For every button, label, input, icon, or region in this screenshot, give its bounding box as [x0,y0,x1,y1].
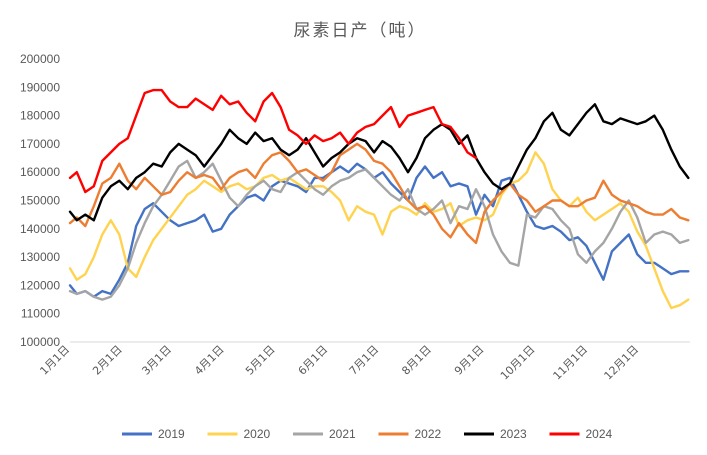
x-tick-label: 7月1日 [347,343,382,378]
series-line-2020 [68,151,690,310]
legend-item-2022: 2022 [378,427,442,441]
legend-label: 2019 [158,427,185,441]
series-line-2023 [68,103,690,222]
legend-label: 2022 [415,427,442,441]
x-tick-label: 6月1日 [296,343,331,378]
series-line-2021 [68,159,690,301]
legend-label: 2021 [329,427,356,441]
legend: 2019 2020 2021 2022 2023 2024 [122,427,613,441]
series-line-2019 [68,162,690,298]
x-tick-label: 10月1日 [498,343,538,383]
legend-label: 2023 [500,427,527,441]
y-tick-label: 130000 [20,250,60,264]
legend-item-2021: 2021 [293,427,356,441]
legend-item-2020: 2020 [207,427,271,441]
y-axis: 100000 110000 120000 130000 140000 150000 1600… [20,52,60,349]
y-tick-label: 170000 [20,137,60,151]
series-line-2024 [68,88,478,194]
x-tick-label: 5月1日 [243,343,278,378]
y-tick-label: 160000 [20,165,60,179]
y-tick-label: 190000 [20,80,60,94]
legend-item-2023: 2023 [464,427,527,441]
x-tick-label: 2月1日 [90,343,125,378]
legend-item-2019: 2019 [122,427,185,441]
chart-title: 尿素日产（吨） [294,21,427,41]
x-tick-label: 9月1日 [452,343,487,378]
legend-label: 2020 [244,427,271,441]
x-axis: 1月1日 2月1日 3月1日 4月1日 5月1日 6月1日 7月1日 8月1日 9月1日 10月1… [37,341,690,383]
x-tick-label: 12月1日 [602,343,642,383]
series-line-2022 [68,142,690,245]
x-tick-label: 4月1日 [192,343,227,378]
y-tick-label: 110000 [21,307,60,321]
legend-label: 2024 [586,427,613,441]
series-layer [68,88,690,310]
y-tick-label: 120000 [20,278,60,292]
y-tick-label: 200000 [20,52,60,66]
y-tick-label: 180000 [20,109,60,123]
x-tick-label: 3月1日 [139,343,174,378]
legend-item-2024: 2024 [549,427,613,441]
x-tick-label: 11月1日 [551,343,591,383]
y-tick-label: 100000 [20,335,60,349]
y-tick-label: 150000 [20,194,60,208]
y-tick-label: 140000 [20,222,60,236]
x-tick-label: 8月1日 [399,343,434,378]
